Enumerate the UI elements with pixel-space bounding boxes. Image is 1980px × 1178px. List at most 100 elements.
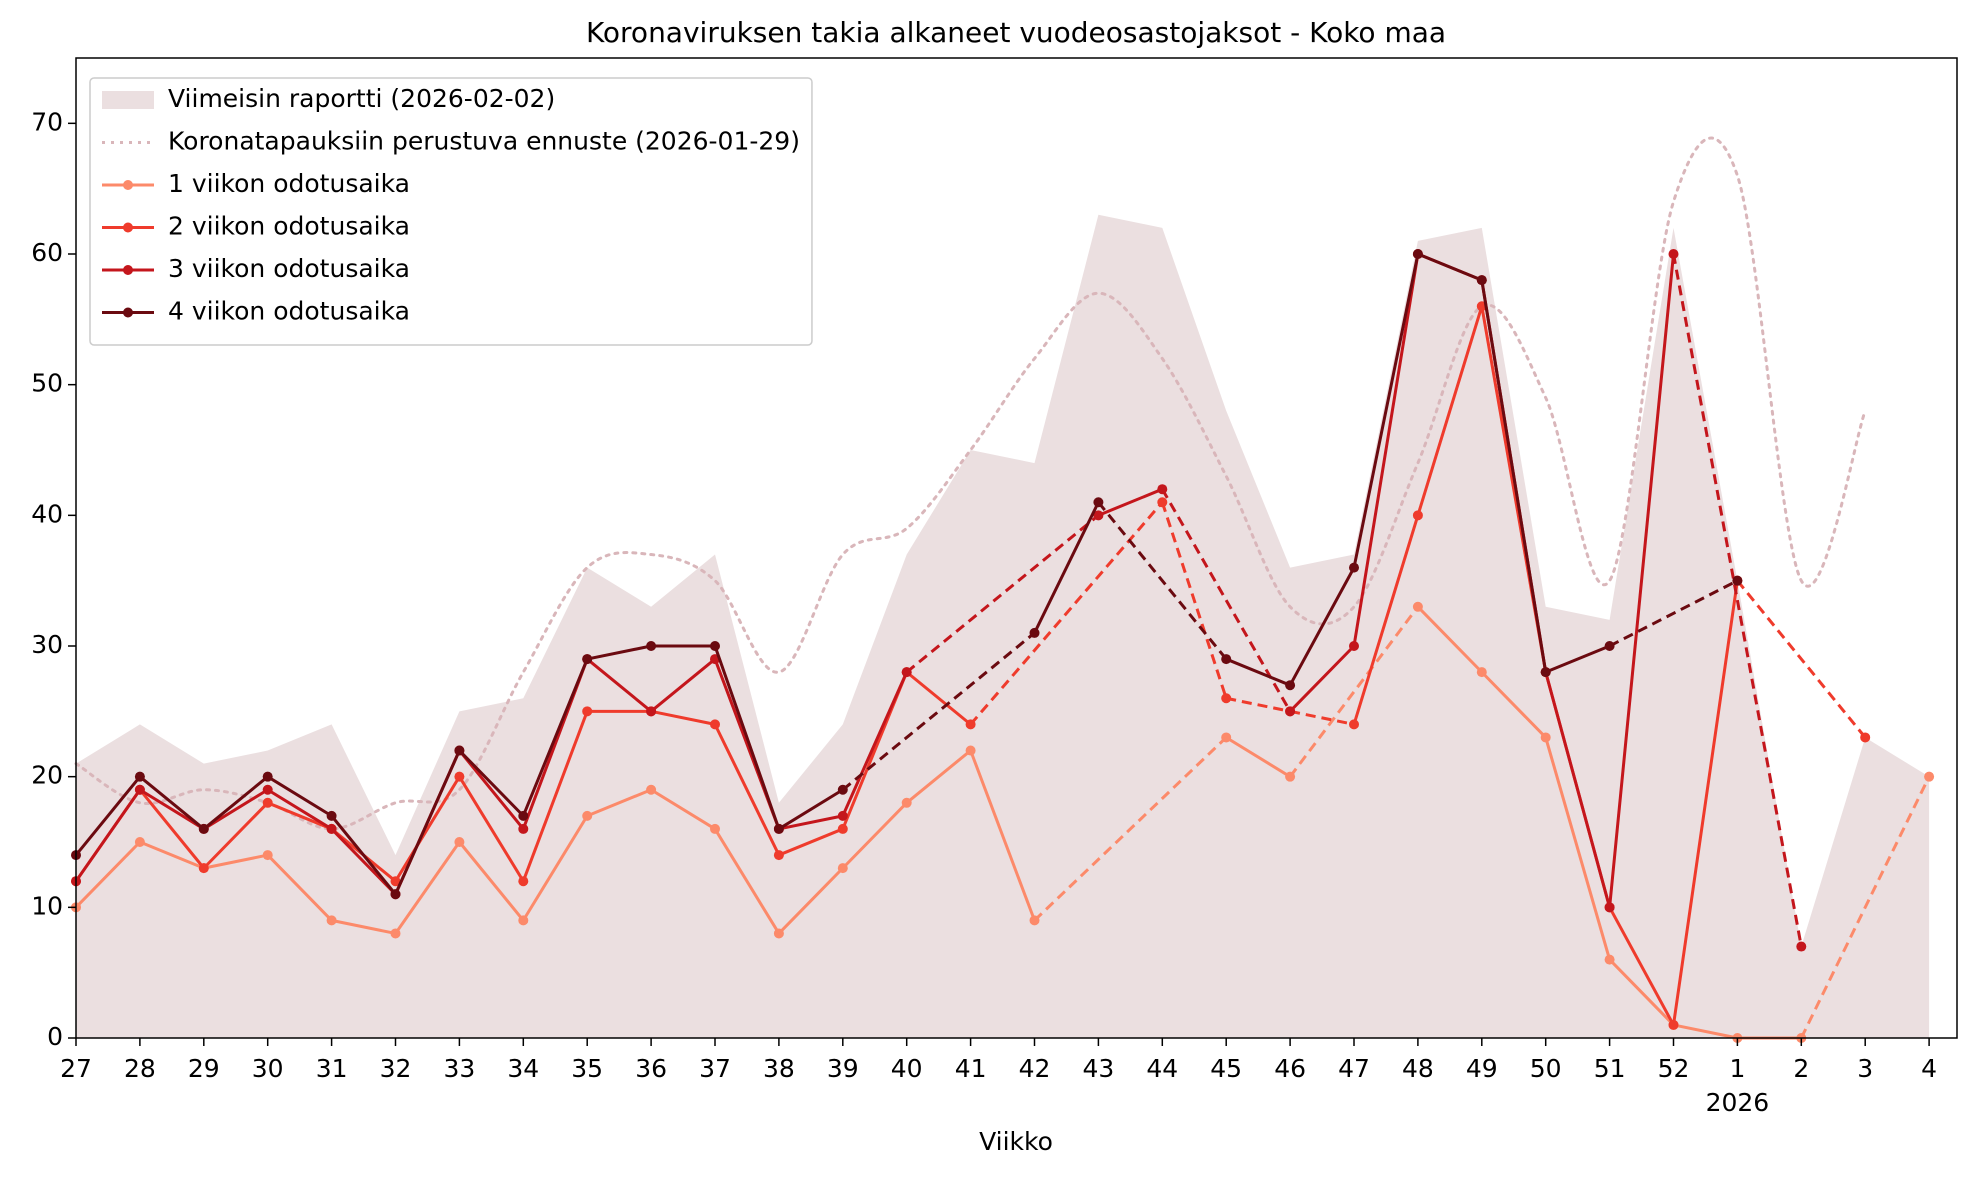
line-segment xyxy=(203,788,269,831)
line-segment xyxy=(138,775,205,831)
point-marker xyxy=(646,784,657,795)
point-marker xyxy=(454,745,465,756)
point-marker xyxy=(390,876,401,887)
legend-label: 2 viikon odotusaika xyxy=(168,212,410,241)
point-marker xyxy=(1349,562,1359,573)
x-tick-label: 48 xyxy=(1402,1054,1434,1083)
legend-marker xyxy=(123,180,133,190)
line-segment xyxy=(905,514,1100,674)
x-tick-label: 28 xyxy=(124,1054,156,1083)
x-tick-label: 4 xyxy=(1921,1054,1937,1083)
point-marker xyxy=(1412,601,1423,612)
point-marker xyxy=(518,810,529,821)
x-tick-label: 27 xyxy=(60,1054,92,1083)
point-marker xyxy=(134,784,145,795)
x-tick-label: 44 xyxy=(1146,1054,1178,1083)
line-segment xyxy=(778,788,844,831)
point-marker xyxy=(262,797,273,808)
line-segment xyxy=(778,814,844,831)
point-marker xyxy=(646,641,657,651)
line-segment xyxy=(202,775,269,831)
point-marker xyxy=(134,837,145,847)
point-marker xyxy=(198,823,209,834)
point-marker xyxy=(582,654,593,665)
line-segment xyxy=(522,815,589,922)
point-marker xyxy=(326,810,337,821)
line-segment xyxy=(1544,737,1612,961)
x-tick-label: 51 xyxy=(1594,1054,1626,1083)
x-tick-label: 43 xyxy=(1082,1054,1114,1083)
point-marker xyxy=(901,797,912,808)
line-segment xyxy=(1033,736,1228,922)
point-marker xyxy=(518,823,529,834)
line-segment xyxy=(330,814,397,896)
line-segment xyxy=(1352,253,1420,568)
point-marker xyxy=(1604,641,1615,651)
line-segment xyxy=(1225,657,1291,687)
line-segment xyxy=(650,709,716,726)
y-tick-label: 50 xyxy=(31,369,63,398)
line-segment xyxy=(1416,305,1484,516)
line-segment xyxy=(650,788,716,831)
line-segment xyxy=(1736,579,1867,739)
line-segment xyxy=(74,788,142,883)
line-segment xyxy=(713,645,781,830)
point-marker xyxy=(1860,732,1871,743)
point-marker xyxy=(710,719,720,730)
point-marker xyxy=(773,823,784,834)
line-segment xyxy=(1289,644,1356,713)
line-segment xyxy=(394,841,461,935)
point-marker xyxy=(1668,1019,1679,1030)
line-segment xyxy=(1480,671,1547,739)
y-tick-label: 30 xyxy=(31,630,63,659)
point-marker xyxy=(518,876,529,887)
line-segment xyxy=(841,801,908,870)
line-segment xyxy=(74,775,142,857)
legend-label: 1 viikon odotusaika xyxy=(168,169,410,198)
y-tick-label: 20 xyxy=(31,761,63,790)
x-tick-label: 33 xyxy=(443,1054,475,1083)
x-tick-label: 46 xyxy=(1274,1054,1306,1083)
line-segment xyxy=(458,775,525,882)
line-segment xyxy=(458,749,525,817)
line-segment xyxy=(1416,605,1483,674)
point-marker xyxy=(1924,771,1935,782)
point-marker xyxy=(1029,915,1040,926)
point-marker xyxy=(390,928,401,939)
plot-area xyxy=(71,136,1935,1043)
point-marker xyxy=(582,706,593,717)
line-segment xyxy=(1544,671,1612,908)
point-marker xyxy=(646,706,657,717)
point-marker xyxy=(773,850,784,861)
line-segment xyxy=(1608,253,1675,908)
x-tick-label: 34 xyxy=(507,1054,539,1083)
legend: Viimeisin raportti (2026-02-02) Koronatap… xyxy=(89,77,813,346)
x-axis-label: Viikko xyxy=(979,1127,1053,1156)
line-segment xyxy=(586,788,652,818)
line-segment xyxy=(1160,501,1228,699)
line-segment xyxy=(139,788,205,831)
y-tick-label: 70 xyxy=(31,107,63,136)
line-segment xyxy=(1545,644,1611,674)
line-segment xyxy=(1673,1023,1738,1040)
line-segment xyxy=(1225,696,1291,713)
x-tick-label: 42 xyxy=(1019,1054,1051,1083)
legend-label: Koronatapauksiin perustuva ennuste (2026… xyxy=(168,127,800,156)
point-marker xyxy=(1412,249,1423,259)
y-tick-label: 40 xyxy=(31,499,63,528)
x-tick-label: 37 xyxy=(699,1054,731,1083)
point-marker xyxy=(1668,249,1679,259)
point-marker xyxy=(454,837,465,847)
point-marker xyxy=(1221,654,1232,665)
line-segment xyxy=(905,749,972,804)
y-tick-label: 0 xyxy=(47,1022,63,1051)
point-marker xyxy=(134,771,145,782)
line-segment xyxy=(841,631,1036,791)
x-tick-label: 2 xyxy=(1793,1054,1809,1083)
axes-frame xyxy=(75,57,1958,1039)
x-tick-label: 38 xyxy=(763,1054,795,1083)
point-marker xyxy=(262,784,273,795)
legend-label: Viimeisin raportti (2026-02-02) xyxy=(168,84,555,113)
legend-label: 3 viikon odotusaika xyxy=(168,254,410,283)
line-segment xyxy=(713,828,781,935)
